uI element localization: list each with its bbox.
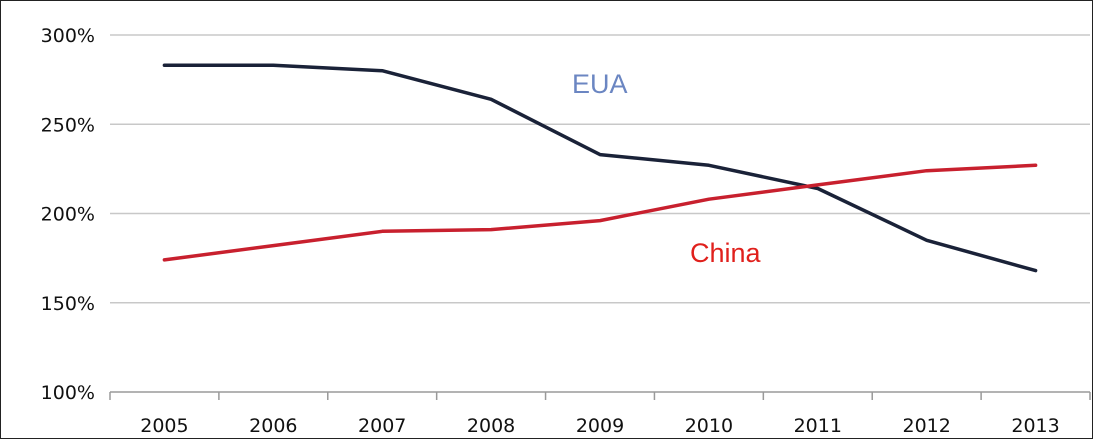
series-label-china: China: [690, 238, 762, 268]
x-axis: [109, 391, 1091, 400]
y-tick-label: 200%: [41, 204, 95, 226]
y-tick-label: 150%: [41, 293, 95, 315]
x-tick-label: 2008: [467, 415, 515, 437]
y-tick-label: 250%: [41, 114, 95, 136]
series-lines: [162, 63, 1038, 273]
y-tick-label: 300%: [41, 25, 95, 47]
series-line-china: [162, 163, 1038, 262]
y-tick-label: 100%: [41, 382, 95, 404]
x-tick-label: 2006: [249, 415, 297, 437]
x-tick-label: 2007: [358, 415, 406, 437]
y-tick-labels: 100% 150% 200% 250% 300%: [41, 25, 95, 404]
gridlines: [110, 34, 1090, 304]
x-tick-label: 2011: [794, 415, 842, 437]
x-tick-labels: 2005 2006 2007 2008 2009 2010 2011 2012 2013: [140, 415, 1059, 437]
x-tick-label: 2010: [685, 415, 733, 437]
x-tick-label: 2012: [902, 415, 950, 437]
x-tick-label: 2013: [1011, 415, 1059, 437]
series-line-eua: [162, 63, 1038, 273]
x-tick-label: 2009: [576, 415, 624, 437]
series-label-eua: EUA: [572, 69, 628, 99]
x-tick-label: 2005: [140, 415, 188, 437]
